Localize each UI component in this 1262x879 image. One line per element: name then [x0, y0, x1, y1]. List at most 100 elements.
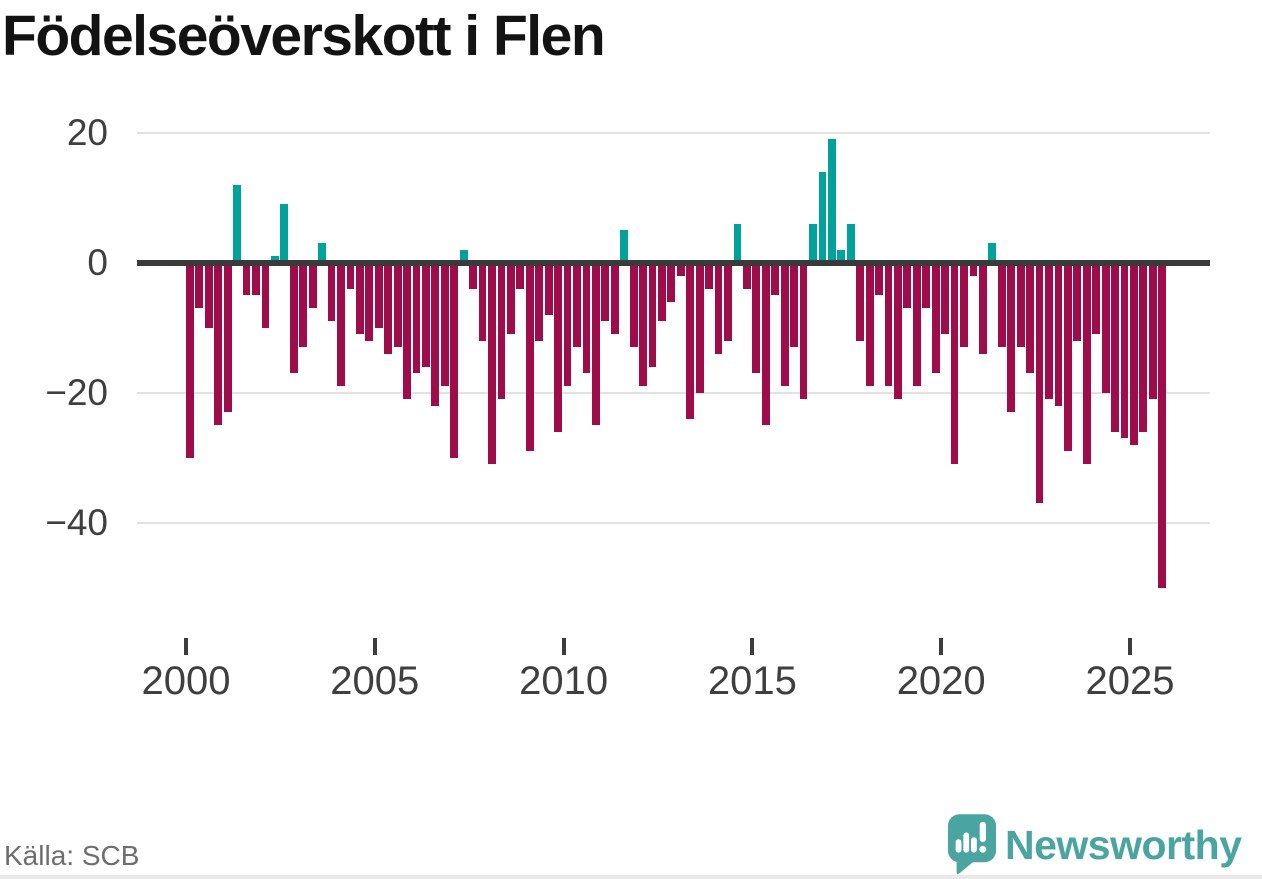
bar-2025q4: [1158, 262, 1167, 588]
bar-2024q1: [1092, 262, 1101, 335]
bar-2015q4: [780, 262, 789, 387]
bar-2003q4: [327, 262, 336, 322]
bar-2011q4: [629, 262, 638, 348]
bar-2021q4: [1007, 262, 1016, 413]
bar-2021q3: [997, 262, 1006, 348]
x-tick-2020: [939, 638, 944, 655]
bar-2001q2: [233, 184, 242, 263]
bar-2000q1: [186, 262, 194, 458]
bar-2025q1: [1130, 262, 1138, 445]
bar-2019q1: [903, 262, 912, 309]
bar-2009q3: [544, 262, 553, 315]
bar-2005q3: [393, 262, 402, 348]
bar-2013q1: [676, 262, 685, 276]
zero-baseline: [137, 259, 1210, 266]
gridline-y-20: [137, 131, 1210, 134]
bar-2000q3: [204, 262, 213, 328]
bar-2012q2: [648, 262, 657, 367]
chart-title: Födelseöverskott i Flen: [2, 4, 606, 68]
bar-2006q3: [431, 262, 440, 406]
bar-2014q1: [714, 262, 723, 354]
bar-2015q1: [752, 262, 761, 374]
bar-2002q3: [280, 204, 289, 263]
bar-2022q2: [1026, 262, 1035, 374]
bar-2010q4: [591, 262, 600, 426]
bar-2020q3: [960, 262, 968, 348]
bar-2015q2: [761, 262, 770, 426]
bar-2016q1: [790, 262, 799, 348]
newsworthy-logo-text: Newsworthy: [1005, 822, 1242, 868]
bar-2025q3: [1148, 262, 1157, 400]
x-tick-2000: [184, 638, 188, 655]
bar-2018q3: [884, 262, 893, 387]
bar-2019q2: [912, 262, 921, 387]
bar-2019q3: [922, 262, 931, 309]
bar-2018q2: [875, 262, 883, 296]
bar-2009q4: [554, 262, 563, 432]
y-axis-label--20: −20: [45, 372, 108, 414]
x-axis-label-2000: 2000: [141, 659, 231, 703]
bar-2004q3: [355, 262, 364, 335]
bar-2002q4: [289, 262, 298, 374]
bar-2014q2: [724, 262, 732, 341]
bar-2002q2: [271, 256, 279, 263]
bar-2006q4: [440, 262, 449, 387]
y-axis-label-20: 20: [66, 112, 108, 154]
x-tick-2025: [1128, 638, 1132, 655]
bar-2005q4: [403, 262, 411, 400]
x-tick-2010: [561, 638, 566, 655]
bar-2018q1: [865, 262, 874, 387]
bar-2008q3: [507, 262, 515, 335]
bar-2016q2: [799, 262, 808, 400]
x-axis-label-2010: 2010: [519, 659, 609, 703]
bar-2024q2: [1101, 262, 1110, 393]
bar-2013q2: [686, 262, 695, 419]
bar-2004q2: [346, 262, 355, 289]
bar-2011q2: [610, 262, 619, 335]
bar-2021q2: [988, 243, 997, 263]
bar-2008q4: [516, 262, 525, 289]
bar-2012q4: [667, 262, 676, 302]
bar-2023q1: [1054, 262, 1063, 406]
bar-2017q3: [846, 223, 855, 263]
bar-2020q4: [969, 262, 978, 276]
bar-2000q4: [214, 262, 223, 426]
bar-2013q3: [695, 262, 704, 393]
bar-2010q3: [582, 262, 591, 374]
bar-2005q2: [384, 262, 393, 354]
bar-2001q3: [242, 262, 251, 296]
bar-2012q1: [639, 262, 647, 387]
bar-2020q2: [950, 262, 959, 465]
bar-2007q4: [478, 262, 487, 341]
bar-2015q3: [771, 262, 780, 296]
bar-2024q3: [1111, 262, 1119, 432]
x-tick-2005: [372, 638, 377, 655]
bar-2008q2: [497, 262, 506, 400]
bar-2022q4: [1045, 262, 1053, 400]
gridline-y--20: [137, 391, 1210, 394]
bar-2010q1: [563, 262, 572, 387]
gridline-y--40: [137, 521, 1210, 524]
bar-2024q4: [1120, 262, 1129, 439]
bar-2007q1: [450, 262, 459, 458]
y-axis-label--40: −40: [45, 502, 108, 544]
bar-2021q1: [979, 262, 987, 354]
bar-2007q2: [459, 249, 468, 263]
bar-2014q4: [743, 262, 751, 289]
bar-2004q1: [337, 262, 345, 387]
bar-2011q3: [620, 230, 629, 263]
bar-2003q3: [318, 243, 327, 263]
bar-2017q1: [827, 139, 836, 263]
bar-2009q1: [525, 262, 534, 452]
bar-2022q1: [1016, 262, 1025, 348]
bar-2001q1: [223, 262, 232, 413]
bar-2000q2: [195, 262, 204, 309]
bar-2010q2: [573, 262, 581, 348]
bar-2022q3: [1035, 262, 1044, 504]
bar-2009q2: [535, 262, 544, 341]
bar-2018q4: [894, 262, 902, 400]
bar-2013q4: [705, 262, 714, 289]
bar-2005q1: [374, 262, 383, 328]
bar-2007q3: [469, 262, 478, 289]
